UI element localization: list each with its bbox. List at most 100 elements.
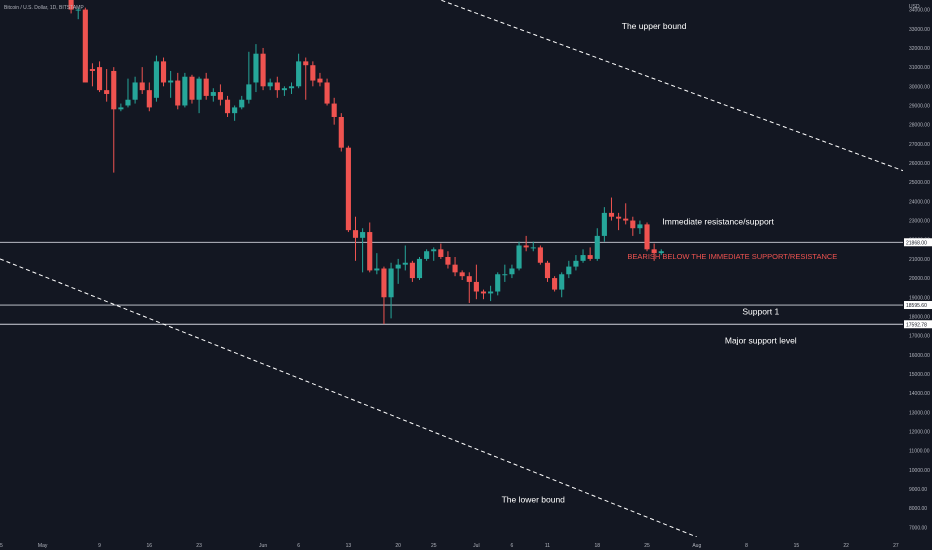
- candle[interactable]: [381, 266, 387, 325]
- candle[interactable]: [445, 251, 451, 269]
- price-axis[interactable]: 7000.00 8000.00 9000.00 10000.00 11000.00 120…: [903, 0, 932, 550]
- candle[interactable]: [409, 260, 415, 282]
- trend-line[interactable]: [0, 258, 697, 537]
- candle[interactable]: [416, 256, 423, 281]
- x-tick-label: Aug: [692, 543, 701, 549]
- candle[interactable]: [232, 105, 238, 121]
- candle[interactable]: [303, 57, 309, 100]
- candle[interactable]: [438, 243, 444, 259]
- candle[interactable]: [345, 145, 351, 233]
- candle[interactable]: [509, 264, 515, 279]
- time-axis[interactable]: 25 May 9 16 23 Jun 6 13 20 25 Jul 6 11 18 25 Aug 8 15 22 27: [0, 543, 899, 549]
- candle[interactable]: [203, 72, 209, 100]
- candle-body: [395, 264, 401, 269]
- candle[interactable]: [82, 7, 88, 83]
- candle[interactable]: [139, 67, 145, 94]
- candle[interactable]: [516, 241, 522, 271]
- level-price-tag[interactable]: [904, 320, 932, 329]
- candle[interactable]: [580, 249, 586, 263]
- candle[interactable]: [466, 272, 472, 304]
- y-tick-label: 18000.00: [909, 314, 930, 320]
- candle[interactable]: [530, 241, 536, 252]
- candle[interactable]: [118, 103, 124, 112]
- candle[interactable]: [75, 7, 81, 20]
- candle[interactable]: [537, 245, 543, 265]
- trend-line[interactable]: [363, 0, 903, 172]
- candle[interactable]: [217, 84, 223, 106]
- candle[interactable]: [658, 249, 664, 256]
- candle[interactable]: [374, 253, 380, 275]
- candle[interactable]: [566, 260, 572, 279]
- candle[interactable]: [616, 212, 622, 231]
- candle[interactable]: [175, 72, 181, 110]
- candle[interactable]: [587, 247, 593, 261]
- candle[interactable]: [224, 95, 231, 117]
- candle[interactable]: [623, 203, 629, 225]
- level-price-tag[interactable]: [904, 301, 932, 310]
- candle[interactable]: [459, 270, 465, 281]
- candle[interactable]: [388, 262, 394, 319]
- x-tick-label: 25: [431, 543, 437, 549]
- candle[interactable]: [473, 264, 479, 300]
- candle[interactable]: [608, 197, 615, 221]
- candle[interactable]: [367, 222, 373, 273]
- candle-body: [374, 268, 380, 271]
- candle[interactable]: [246, 51, 252, 104]
- candle[interactable]: [424, 249, 430, 261]
- candle[interactable]: [630, 216, 636, 236]
- candle[interactable]: [360, 228, 366, 273]
- candle[interactable]: [488, 285, 494, 302]
- candle[interactable]: [267, 78, 273, 91]
- candle[interactable]: [552, 276, 558, 292]
- candle[interactable]: [395, 258, 401, 284]
- candle[interactable]: [274, 76, 280, 98]
- candle[interactable]: [352, 216, 359, 261]
- candle[interactable]: [317, 72, 323, 87]
- candle[interactable]: [111, 67, 117, 173]
- candle[interactable]: [402, 245, 408, 271]
- candle[interactable]: [644, 222, 650, 252]
- candle[interactable]: [125, 78, 131, 108]
- candle[interactable]: [146, 82, 152, 112]
- candle[interactable]: [68, 0, 74, 14]
- candles: [68, 0, 664, 325]
- candle[interactable]: [182, 72, 188, 108]
- candle[interactable]: [288, 82, 295, 94]
- candle[interactable]: [96, 61, 103, 93]
- candle-body: [431, 249, 437, 252]
- candle[interactable]: [480, 289, 487, 300]
- candle[interactable]: [495, 272, 501, 296]
- candle[interactable]: [601, 207, 607, 242]
- candle[interactable]: [559, 272, 565, 298]
- candle[interactable]: [210, 88, 216, 102]
- candle[interactable]: [637, 220, 643, 234]
- candle[interactable]: [253, 44, 259, 93]
- candle[interactable]: [651, 243, 657, 261]
- candle[interactable]: [523, 235, 529, 252]
- candle[interactable]: [594, 228, 600, 261]
- candle[interactable]: [331, 97, 337, 125]
- candle[interactable]: [281, 86, 287, 96]
- candle[interactable]: [431, 247, 437, 261]
- candle[interactable]: [153, 55, 159, 102]
- candle[interactable]: [239, 95, 245, 110]
- candle[interactable]: [132, 76, 138, 104]
- candle[interactable]: [189, 74, 195, 104]
- candle[interactable]: [338, 113, 344, 152]
- candle[interactable]: [160, 57, 167, 87]
- candle[interactable]: [104, 69, 110, 102]
- candle-body: [360, 232, 366, 238]
- candle[interactable]: [310, 61, 316, 87]
- candle[interactable]: [168, 70, 174, 98]
- candle[interactable]: [573, 255, 579, 271]
- candle[interactable]: [260, 47, 266, 91]
- candle[interactable]: [196, 76, 202, 114]
- level-price-tag[interactable]: [904, 238, 932, 247]
- candle[interactable]: [452, 256, 458, 277]
- candle[interactable]: [502, 264, 508, 282]
- candle[interactable]: [89, 63, 95, 87]
- candle[interactable]: [324, 78, 330, 106]
- candle-body: [89, 69, 95, 71]
- candle[interactable]: [544, 260, 551, 282]
- candle[interactable]: [296, 53, 302, 89]
